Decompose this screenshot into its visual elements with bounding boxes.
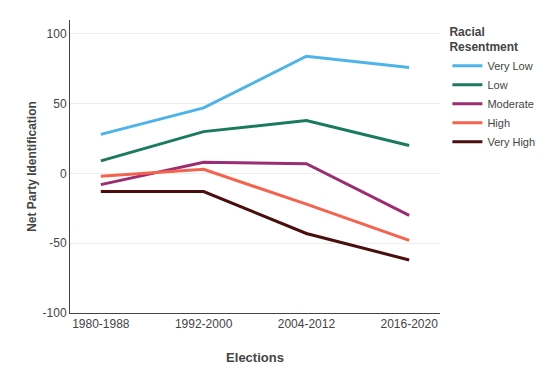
svg-text:1992-2000: 1992-2000 (175, 317, 233, 331)
svg-text:RacialResentment: RacialResentment (449, 25, 518, 55)
svg-text:50: 50 (53, 97, 67, 111)
svg-text:High: High (487, 117, 510, 129)
svg-text:Net Party Identification: Net Party Identification (25, 101, 39, 232)
svg-text:Low: Low (487, 79, 507, 91)
svg-text:1980-1988: 1980-1988 (72, 317, 130, 331)
svg-text:2004-2012: 2004-2012 (278, 317, 336, 331)
svg-text:-100: -100 (43, 306, 67, 320)
svg-text:Very Low: Very Low (487, 60, 532, 72)
svg-text:Very High: Very High (487, 136, 535, 148)
svg-text:-50: -50 (49, 236, 67, 250)
svg-text:100: 100 (47, 27, 67, 41)
svg-text:0: 0 (60, 167, 67, 181)
svg-text:Elections: Elections (226, 350, 284, 365)
svg-text:Moderate: Moderate (487, 98, 533, 110)
svg-text:2016-2020: 2016-2020 (380, 317, 438, 331)
